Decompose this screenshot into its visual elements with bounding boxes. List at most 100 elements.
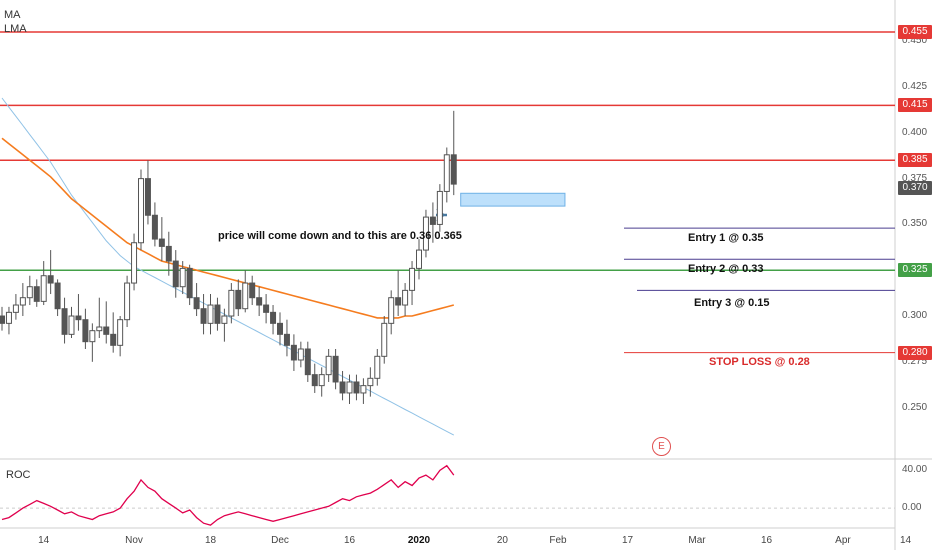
candle-body-55 [381,322,388,357]
candle-body-36 [249,282,256,299]
candle-body-14 [96,326,103,332]
candle-body-20 [138,178,144,244]
x-tick-label-4: 16 [343,535,356,546]
candle-body-39 [270,311,277,324]
roc-tick-label-0: 40.00 [902,464,928,476]
x-tick-label-1: Nov [125,535,143,546]
candle-body-64 [443,154,450,192]
candle-body-53 [367,377,374,387]
y-tick-label-8: 0.450 [902,35,928,47]
candle-body-61 [422,216,429,251]
price-badge-2: 0.385 [898,153,932,168]
ma-line [1,137,455,319]
candle-body-63 [436,190,443,225]
candle-body-45 [311,374,318,387]
candle-body-24 [165,245,172,262]
candle-body-42 [290,344,297,361]
candle-body-37 [256,297,263,306]
x-tick-label-10: 16 [760,535,773,546]
candle-body-52 [360,385,367,394]
price-annotation: price will come down and to this are 0.3… [218,230,462,242]
candle-body-41 [283,333,290,346]
x-tick-label-3: Dec [271,535,289,546]
candle-body-25 [172,260,179,288]
candle-body-51 [353,381,360,394]
y-tick-label-0: 0.250 [902,401,928,413]
candle-body-3 [19,297,26,306]
candle-body-54 [374,355,381,379]
candle-body-4 [26,286,33,299]
candle-body-33 [228,289,235,317]
candle-body-43 [297,348,304,361]
indicator-legend[interactable]: MA LMA [4,8,27,36]
candle-body-38 [263,304,270,313]
earnings-event-badge[interactable]: E [652,437,671,456]
candle-body-19 [131,242,138,284]
x-tick-label-8: 17 [621,535,634,546]
candle-body-47 [325,355,332,376]
y-tick-label-1: 0.275 [902,355,928,367]
target-zone [460,192,566,207]
candle-body-59 [409,267,416,291]
candle-body-40 [277,322,283,335]
candle-body-16 [110,333,117,346]
y-tick-label-6: 0.400 [902,126,928,138]
y-tick-label-5: 0.375 [902,172,928,184]
candle-body-60 [416,249,422,269]
roc-line [1,464,455,526]
y-tick-label-2: 0.300 [902,310,928,322]
candle-body-46 [318,374,325,387]
candle-body-28 [193,297,200,310]
x-tick-label-6: 20 [496,535,508,546]
roc-pane-label[interactable]: ROC [6,469,31,481]
x-tick-label-2: 18 [204,535,217,546]
candle-body-30 [207,304,214,324]
x-tick-label-12: 14 [899,535,912,546]
price-badge-0: 0.455 [898,25,932,40]
candle-body-29 [200,308,207,324]
candle-body-44 [304,348,311,376]
last-price-badge: 0.370 [898,180,932,195]
y-tick-label-4: 0.350 [902,218,928,230]
candle-body-0 [0,315,5,324]
lma-legend-label[interactable]: LMA [4,23,27,35]
candle-body-62 [429,216,436,225]
stop-loss-label: STOP LOSS @ 0.28 [709,356,810,368]
roc-tick-label-1: 0.00 [902,502,922,514]
candle-body-5 [33,286,40,302]
candle-body-26 [179,267,186,288]
x-tick-label-7: Feb [549,535,567,546]
candle-body-57 [395,297,402,306]
candle-body-48 [332,355,339,383]
candle-body-65 [450,154,457,185]
x-tick-label-5: 2020 [407,535,431,546]
candle-body-2 [12,304,19,313]
candle-body-21 [144,178,151,216]
stop-price-badge: 0.280 [898,345,932,360]
candle-body-6 [40,275,47,302]
candle-body-56 [388,297,395,324]
entry-3-label: Entry 3 @ 0.15 [694,297,770,309]
candle-body-34 [235,289,242,310]
candle-body-49 [339,381,346,394]
candle-body-15 [103,326,110,335]
entry-2-label: Entry 2 @ 0.33 [688,263,764,275]
candle-body-50 [346,381,353,394]
candle-body-18 [124,282,131,321]
entry-1-label: Entry 1 @ 0.35 [688,232,764,244]
candle-body-11 [75,315,82,321]
candle-body-32 [221,315,228,324]
candle-body-17 [117,319,124,346]
candle-body-9 [61,308,68,335]
x-tick-label-11: Apr [835,535,851,546]
ma-legend-label[interactable]: MA [4,9,21,21]
candle-body-58 [402,289,409,306]
candle-body-1 [5,311,12,324]
candle-body-35 [242,282,249,310]
y-tick-label-7: 0.425 [902,81,928,93]
candle-body-8 [54,282,61,310]
price-badge-1: 0.415 [898,98,932,113]
candle-body-7 [47,275,54,284]
